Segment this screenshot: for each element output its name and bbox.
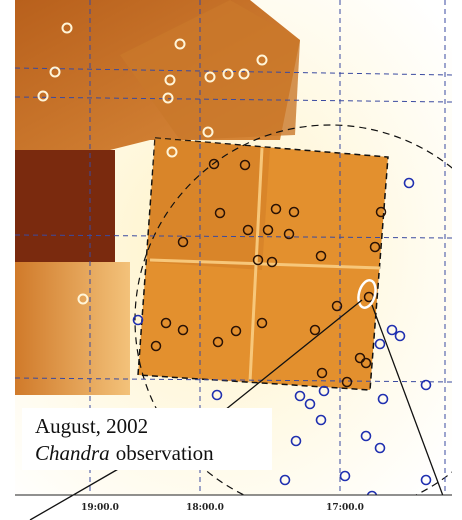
instrument: Chandra	[35, 441, 110, 465]
caption: observation	[116, 441, 214, 465]
sky-image: August, 2002 Chandraobservation 19:00.0 …	[0, 0, 462, 520]
ra-label: 19:00.0	[81, 503, 119, 513]
ra-label: 17:00.0	[326, 503, 364, 513]
ra-label: 18:00.0	[186, 503, 224, 513]
annotation-date: August, 2002	[35, 414, 148, 438]
